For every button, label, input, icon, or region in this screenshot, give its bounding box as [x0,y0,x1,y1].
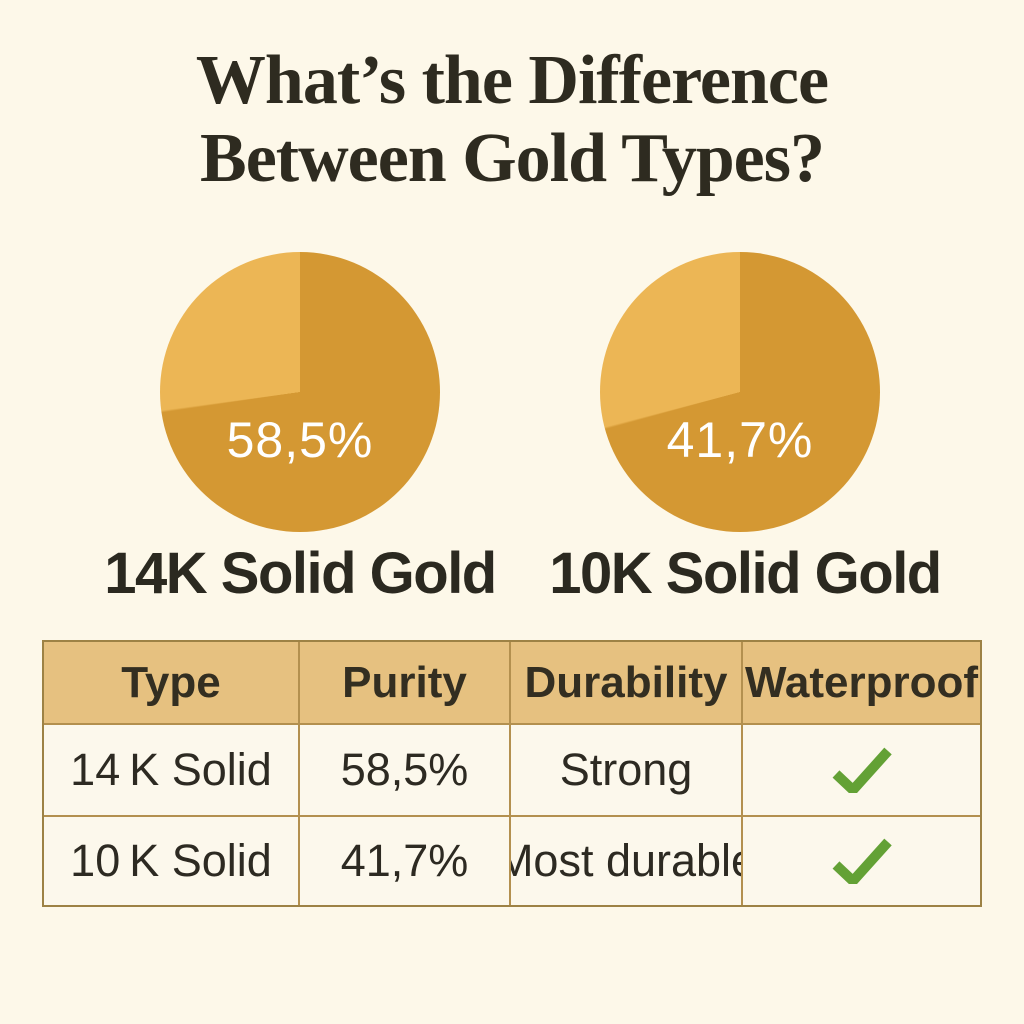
table-cell-durability-14k: Strong [511,725,743,817]
pie-value-label-14k: 58,5% [226,411,374,468]
table-cell-purity-14k: 58,5% [300,725,511,817]
table-cell-type-10k: 10 K Solid [44,817,300,905]
table-cell-waterproof-14k [743,725,980,817]
pie-chart-10k-gold: 41,7% [600,252,880,532]
table-header-purity: Purity [300,642,511,725]
table-cell-purity-10k: 41,7% [300,817,511,905]
page-title: What’s the Difference Between Gold Types… [0,42,1024,198]
checkmark-icon [832,747,892,793]
pie-value-label-10k: 41,7% [666,411,814,468]
title-line-2: Between Gold Types? [200,120,825,197]
comparison-table: Type Purity Durability Waterproof 14 K S… [42,640,982,907]
pie-caption-14k: 14K Solid Gold [104,541,497,606]
table-cell-type-14k: 14 K Solid [44,725,300,817]
checkmark-icon [832,838,892,884]
table-cell-durability-10k: Most durable [511,817,743,905]
title-line-1: What’s the Difference [195,42,829,119]
table-header-type: Type [44,642,300,725]
table-header-waterproof: Waterproof [743,642,980,725]
table-header-durability: Durability [511,642,743,725]
table-cell-waterproof-10k [743,817,980,905]
pie-chart-14k-gold: 58,5% [160,252,440,532]
pie-caption-10k: 10K Solid Gold [549,541,942,606]
